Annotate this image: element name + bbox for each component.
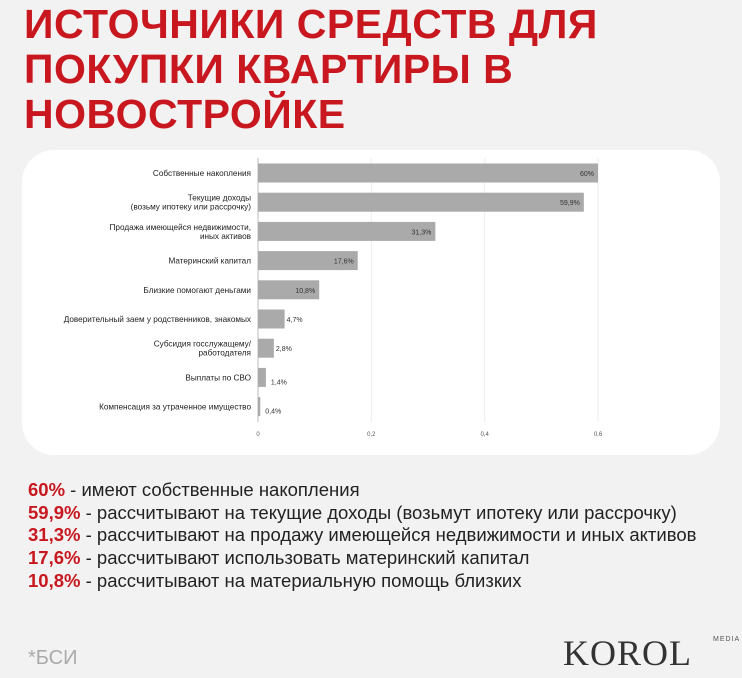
- x-tick-label: 0: [256, 432, 260, 438]
- bar: [258, 251, 358, 271]
- data-label: 4,7%: [287, 317, 303, 324]
- category-label: Выплаты по СВО: [185, 373, 251, 382]
- facts-list: 60% - имеют собственные накопления 59,9%…: [28, 479, 708, 593]
- data-label: 59,9%: [560, 200, 580, 207]
- logo: KOROL: [563, 633, 692, 673]
- category-label: Близкие помогают деньгами: [143, 286, 251, 295]
- data-label: 17,6%: [334, 259, 354, 266]
- source-note: *БСИ: [28, 647, 78, 669]
- bar: [258, 280, 320, 300]
- category-label: работодателя: [198, 349, 251, 358]
- category-label: Компенсация за утраченное имущество: [99, 403, 251, 412]
- category-label: Собственные накопления: [153, 169, 251, 178]
- page-title: ИСТОЧНИКИ СРЕДСТВ ДЛЯ ПОКУПКИ КВАРТИРЫ В…: [24, 1, 598, 137]
- bar: [258, 163, 598, 183]
- data-label: 2,8%: [276, 346, 292, 353]
- x-tick-label: 0,6: [594, 432, 603, 438]
- bar: [258, 397, 261, 417]
- fact-item: 59,9% - рассчитывают на текущие доходы (…: [28, 501, 677, 523]
- fact-item: 31,3% - рассчитывают на продажу имеющейс…: [28, 524, 697, 546]
- category-label: Доверительный заем у родственников, знак…: [64, 315, 251, 324]
- bar: [258, 192, 584, 212]
- x-tick-label: 0,2: [367, 432, 376, 438]
- category-label: иных активов: [200, 232, 251, 241]
- data-label: 60%: [580, 171, 594, 178]
- category-label: Субсидия госслужащему/: [154, 340, 252, 349]
- data-label: 10,8%: [295, 288, 315, 295]
- data-label: 31,3%: [412, 229, 432, 236]
- bar: [258, 221, 436, 241]
- chart-card: 0 0,2 0,4 0,6 Собственные накопления 60% Текущ…: [22, 150, 720, 455]
- data-label: 1,4%: [271, 379, 287, 386]
- fact-item: 60% - имеют собственные накопления: [28, 479, 360, 500]
- bar: [258, 309, 285, 329]
- category-label: (возьму ипотеку или рассрочку): [131, 203, 252, 212]
- x-tick-label: 0,4: [480, 432, 489, 438]
- category-label: Материнский капитал: [168, 257, 251, 266]
- fact-item: 10,8% - рассчитывают на материальную пом…: [28, 569, 522, 591]
- data-label: 0,4%: [265, 409, 281, 416]
- category-label: Текущие доходы: [188, 194, 251, 203]
- logo-subtitle: MEDIA: [713, 636, 741, 643]
- category-label: Продажа имеющейся недвижимости,: [110, 223, 251, 232]
- fact-item: 17,6% - рассчитывают использовать матери…: [28, 547, 530, 569]
- bar: [258, 367, 266, 387]
- bar: [258, 338, 274, 358]
- bar-chart: 0 0,2 0,4 0,6 Собственные накопления 60% Текущ…: [64, 158, 603, 438]
